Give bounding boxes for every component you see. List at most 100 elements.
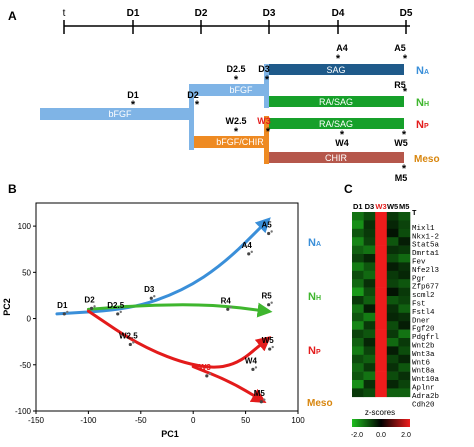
sample-point	[153, 295, 156, 298]
sample-point	[263, 398, 266, 401]
heatmap-cell	[375, 220, 388, 230]
point-label: D1	[57, 301, 68, 310]
trajectory-na	[55, 217, 271, 316]
bar-ra-sag-upper-label: RA/SAG	[319, 97, 353, 107]
heatmap-cell	[386, 329, 399, 339]
stage-star: *	[131, 99, 136, 111]
point-label: W5	[262, 336, 275, 345]
stage-label-a4: A4	[336, 43, 348, 53]
heatmap-cell	[352, 321, 364, 330]
heatmap-cell	[386, 371, 399, 381]
timeline-tick-label: D3	[263, 8, 276, 19]
panel-b-label: B	[8, 182, 17, 196]
sample-point	[250, 250, 253, 254]
bar-bfgf-main-label: bFGF	[108, 109, 132, 119]
heatmap-cell	[398, 363, 411, 372]
heatmap-cell	[386, 287, 399, 297]
heatmap-cell	[386, 279, 399, 288]
split-connector-d3-lower	[264, 116, 269, 164]
heatmap-cell	[398, 270, 411, 280]
trajectory-meso	[191, 365, 267, 403]
bar-bfgf-chir	[194, 136, 264, 148]
fate-label-sub: P	[316, 349, 321, 356]
heatmap-cell	[352, 346, 364, 356]
fate-label-main: N	[308, 237, 316, 249]
bar-bfgf-main	[40, 108, 193, 120]
heatmap-row-label: Pdgfrl	[412, 334, 440, 342]
heatmap-row-label: Wnt10a	[412, 376, 440, 384]
heatmap-cell	[375, 354, 388, 364]
heatmap-row-label: Fev	[412, 259, 426, 267]
heatmap-cell	[352, 262, 364, 272]
stage-star: *	[336, 53, 341, 65]
heatmap-cell	[386, 346, 399, 356]
heatmap-cell	[363, 304, 376, 314]
heatmap-cell	[363, 228, 376, 238]
heatmap-row-label: Dner	[412, 317, 430, 325]
heatmap-cell	[363, 270, 376, 280]
heatmap-cell	[375, 363, 388, 372]
heatmap-cell	[375, 279, 388, 288]
sample-point	[116, 312, 120, 316]
heatmap-row-label: Aplnr	[412, 385, 435, 393]
heatmap-row-label: Stat5a	[412, 242, 440, 250]
sample-point	[247, 252, 251, 256]
sample-point	[270, 301, 273, 304]
stage-label-d1: D1	[127, 90, 139, 100]
sample-point	[267, 303, 271, 307]
fate-labels-b: NA NH NP Meso	[307, 237, 333, 409]
heatmap-cell	[352, 312, 364, 322]
bar-bfgf-chir-label: bFGF/CHIR	[216, 137, 264, 147]
x-tick-label: -50	[135, 416, 147, 425]
point-label: A5	[262, 221, 273, 230]
heatmap-cell	[398, 388, 411, 398]
heatmap-cell	[386, 388, 399, 398]
fate-label-main: N	[308, 291, 316, 303]
sample-point	[251, 367, 255, 371]
y-tick-label: 0	[27, 315, 32, 324]
panel-c: C D1 D3 W3 W5 M5 T Mixl1Nkx1-2Stat5aDmrta1Fev…	[344, 182, 440, 439]
fate-labels-a: NA NH NP Meso	[414, 65, 440, 165]
heatmap-row-label: Cdh20	[412, 401, 435, 409]
sample-point	[89, 306, 94, 310]
stage-star: *	[340, 129, 345, 141]
heatmap-row-label: Fstl4	[412, 309, 435, 317]
heatmap-row-label: Adra2b	[412, 393, 439, 401]
heatmap-row-label: Mixl1	[412, 225, 435, 233]
heatmap-cell	[375, 304, 388, 314]
panel-a-label: A	[8, 9, 17, 23]
split-connector-d3-upper	[264, 64, 269, 108]
fate-label-main: N	[308, 345, 316, 357]
bar-ra-sag-lower-label: RA/SAG	[319, 119, 353, 129]
heatmap-cell	[386, 262, 399, 272]
color-scale-bar	[352, 419, 410, 427]
stage-star: *	[402, 129, 407, 141]
sample-point	[270, 230, 273, 233]
heatmap-cell	[363, 287, 376, 297]
heatmap-cell	[398, 354, 411, 364]
split-connector-d2	[189, 84, 194, 150]
heatmap-header: D1 D3 W3 W5 M5	[353, 202, 409, 211]
fate-label-sub: P	[424, 123, 429, 130]
heatmap-cell	[352, 245, 364, 255]
heatmap-cell	[352, 287, 364, 297]
stage-star: *	[234, 126, 239, 138]
sample-point	[268, 347, 272, 351]
heatmap-cell	[398, 371, 411, 381]
color-scale-title: z-scores	[365, 408, 395, 417]
heatmap-cell	[375, 296, 388, 305]
heatmap-cell	[352, 363, 364, 372]
heatmap-cell	[363, 338, 376, 347]
heatmap-cell	[398, 296, 411, 305]
heatmap-cell	[398, 212, 411, 221]
heatmap-cell	[375, 228, 388, 238]
heatmap-column-label: M5	[399, 202, 409, 211]
sample-point	[149, 296, 153, 300]
heatmap-cell	[352, 380, 364, 389]
point-label: R4	[221, 296, 232, 305]
point-label: W2.5	[119, 331, 138, 340]
heatmap-cell	[375, 321, 388, 330]
heatmap-cell	[375, 287, 388, 297]
heatmap-cell	[352, 279, 364, 288]
